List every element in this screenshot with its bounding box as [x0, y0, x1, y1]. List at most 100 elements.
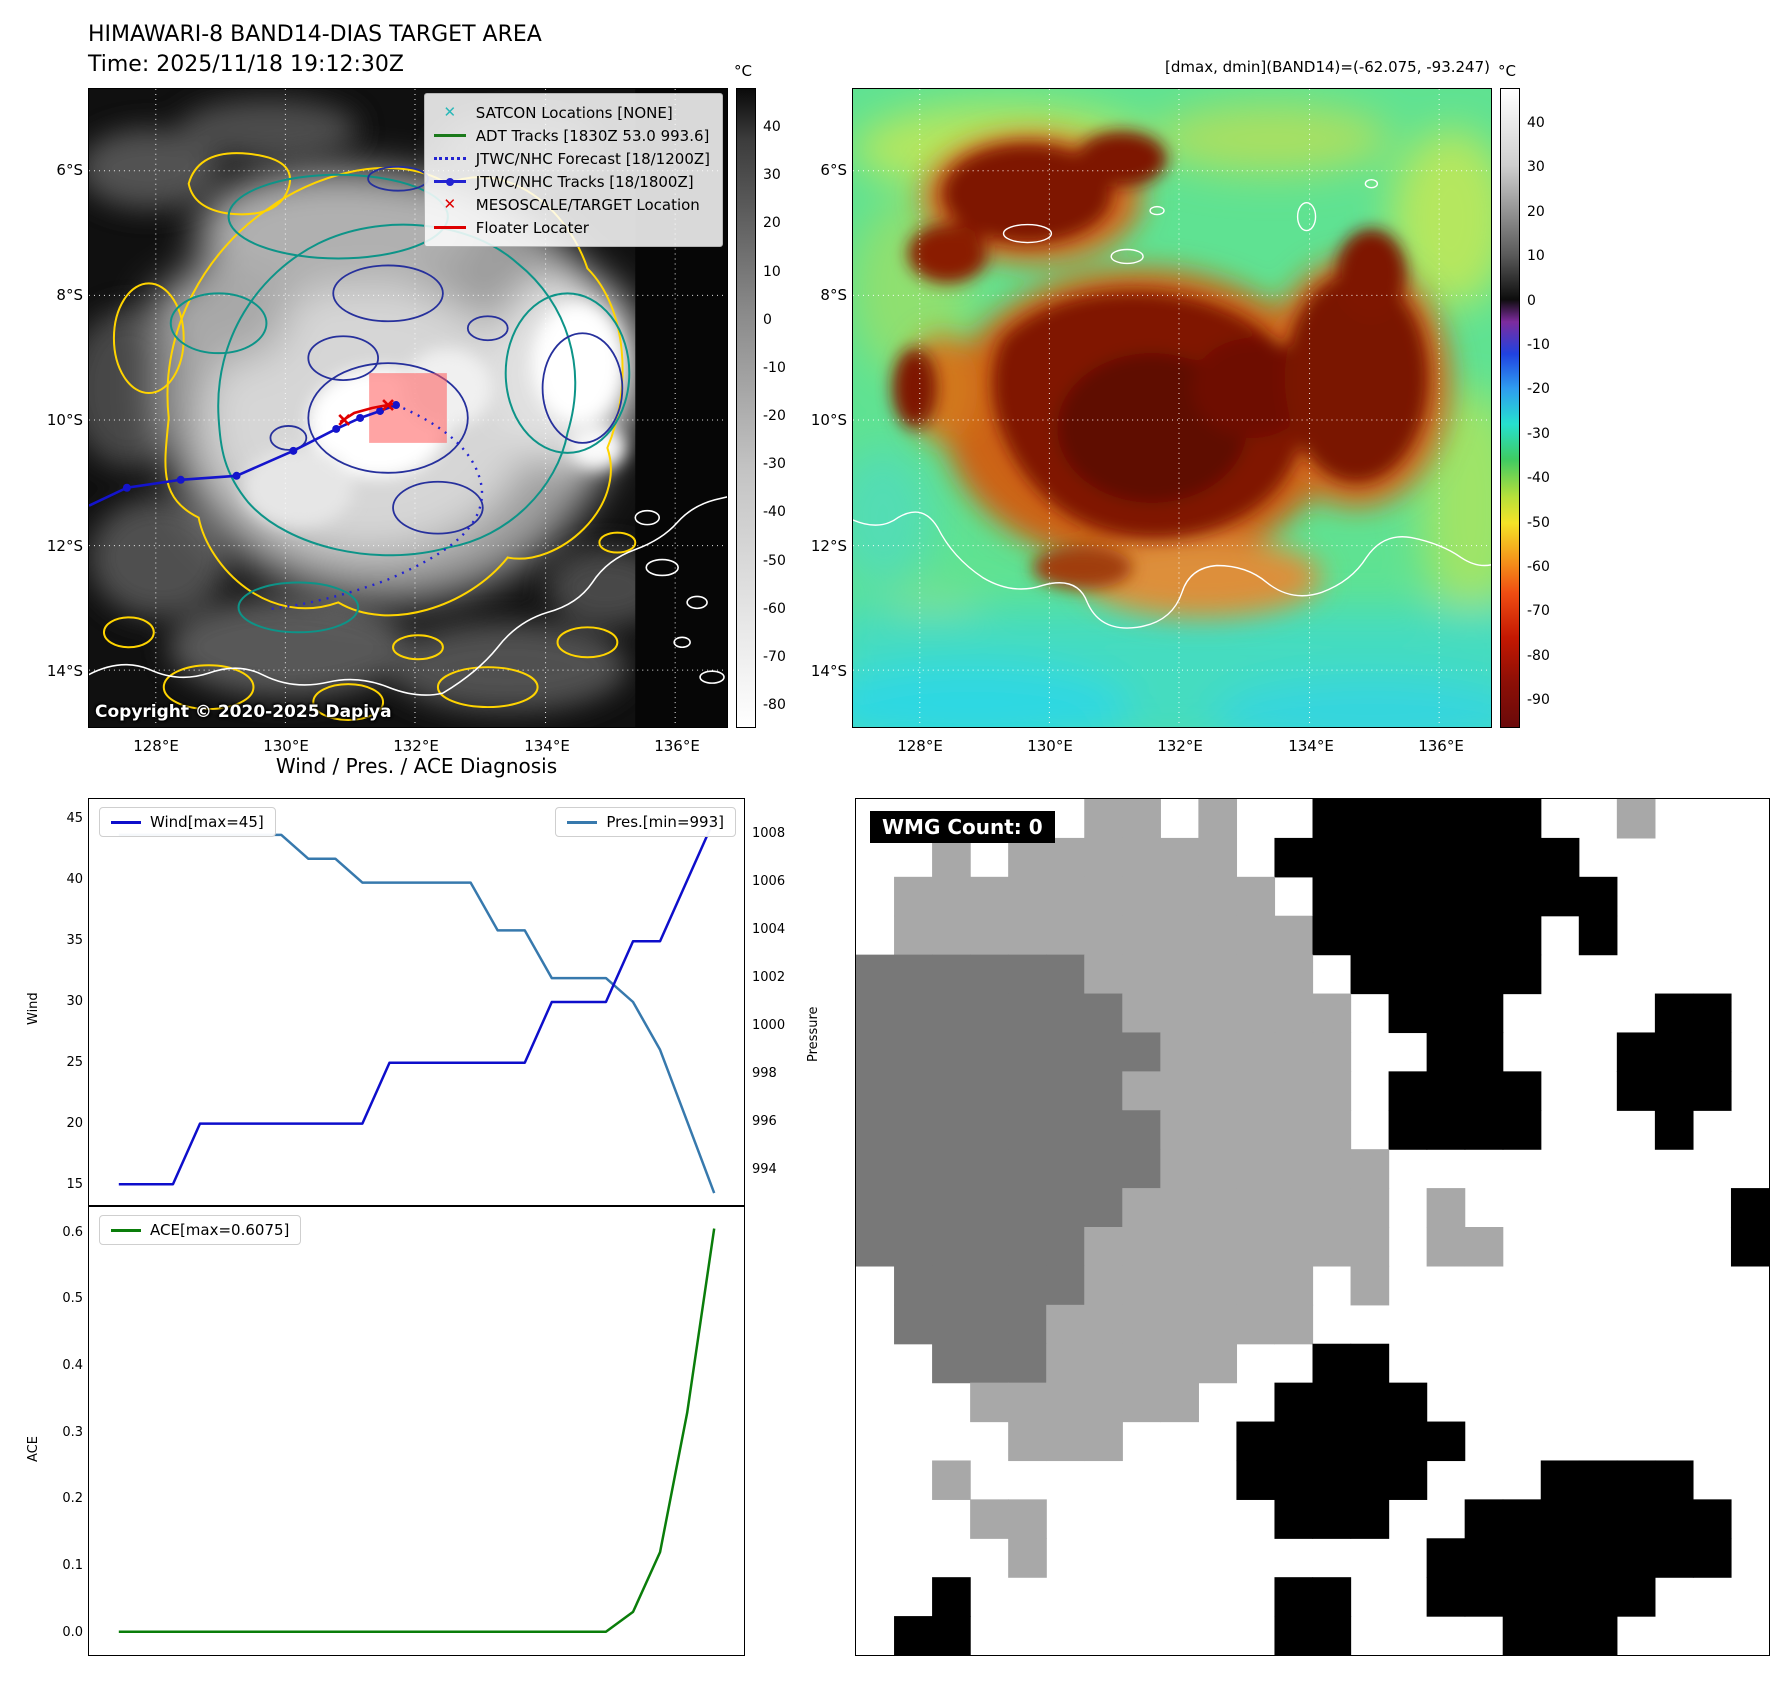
band14-map-panel: ✕ SATCON Locations [NONE] ADT Tracks [1830… [47, 88, 728, 755]
pres-tick-label: 998 [752, 1066, 777, 1081]
colorbar-tick-label: -60 [763, 600, 786, 617]
colorbar-tick-label: -60 [1527, 559, 1550, 575]
colorbar-tick-label: -70 [1527, 603, 1550, 620]
ace-chart: ACE[max=0.6075] 0.0 0.1 0.2 0.3 0.4 0.5 0.6 [62, 1206, 745, 1656]
wind-legend: Wind[max=45] [99, 807, 276, 837]
colorbar-tick-label: -10 [763, 359, 786, 376]
colorbar-tick-label: -80 [1527, 647, 1550, 664]
diagnosis-title: Wind / Pres. / ACE Diagnosis [275, 754, 558, 778]
lat-tick-label: 10°S [810, 411, 847, 429]
colorbar-tick-label: 30 [1527, 159, 1545, 176]
wind-tick-label: 25 [66, 1055, 83, 1071]
wind-line-icon [111, 820, 141, 824]
info-band14: [dmax, dmin](BAND14)=(-62.075, -93.247) [1165, 58, 1490, 76]
lon-tick-label: 128°E [897, 737, 943, 755]
band14-colorbar-unit: °C [734, 62, 752, 80]
band14-time: Time: 2025/11/18 19:12:30Z [88, 52, 404, 77]
colorbar-tick-label: 0 [763, 311, 772, 328]
forecast-track-line [266, 403, 483, 611]
colorbar-tick-label: -50 [763, 552, 786, 569]
pres-tick-label: 996 [752, 1114, 777, 1129]
colorbar-tick-label: -10 [1527, 337, 1550, 353]
awv-satellite-image [853, 89, 1491, 727]
legend-marker-icon: ✕ [443, 103, 457, 121]
lat-tick-label: 6°S [56, 161, 83, 179]
ace-legend-label: ACE[max=0.6075] [150, 1221, 290, 1239]
colorbar-tick-label: 40 [1527, 115, 1545, 131]
awv-map-panel: 6°S 8°S 10°S 12°S 14°S 128°E 130°E 132°E 134°E 13… [811, 88, 1492, 755]
wind-tick-label: 45 [66, 810, 83, 826]
wind-pressure-chart: Wind[max=45] Pres.[min=993] 15 20 25 30 35 40… [66, 798, 785, 1206]
legend-label: JTWC/NHC Forecast [18/1200Z] [475, 149, 710, 168]
pres-tick-label: 1002 [752, 970, 786, 985]
wind-pressure-plot [118, 819, 716, 1194]
pres-line-icon [567, 820, 598, 824]
colorbar-tick-label: -30 [763, 456, 786, 473]
colorbar-tick-label: 30 [763, 167, 781, 184]
ace-tick-label: 0.2 [62, 1491, 83, 1507]
pres-tick-label: 1000 [752, 1018, 786, 1033]
ace-tick-label: 0.4 [62, 1358, 83, 1373]
pres-tick-label: 1006 [752, 874, 786, 889]
ace-tick-label: 0.6 [62, 1224, 83, 1240]
legend-marker-icon: ✕ [443, 195, 457, 213]
wind-axis-label: Wind [26, 992, 41, 1025]
colorbar-tick-label: 20 [763, 215, 781, 232]
legend-item: ADT Tracks [1830Z 53.0 993.6] [433, 124, 710, 147]
pres-legend-label: Pres.[min=993] [606, 813, 724, 831]
colorbar-tick-label: -80 [763, 697, 786, 713]
band14-colorbar: 40 30 20 10 0 -10 -20 -30 -40 -50 -60 -70 -80 [736, 88, 786, 728]
legend-label: SATCON Locations [NONE] [475, 103, 673, 122]
ace-line-icon [111, 1228, 141, 1232]
wind-tick-label: 40 [66, 871, 83, 887]
colorbar-tick-label: 40 [763, 119, 781, 135]
legend-item: JTWC/NHC Forecast [18/1200Z] [433, 147, 710, 170]
legend-item: Floater Locater [433, 216, 710, 239]
pres-legend: Pres.[min=993] [555, 807, 736, 837]
pres-tick-label: 994 [752, 1162, 777, 1177]
ace-legend: ACE[max=0.6075] [99, 1215, 302, 1245]
grid-lines [853, 89, 1491, 727]
legend-label: JTWC/NHC Tracks [18/1800Z] [475, 172, 694, 191]
lat-tick-label: 6°S [820, 161, 847, 179]
lat-tick-label: 8°S [820, 286, 847, 304]
lat-tick-label: 12°S [810, 537, 847, 555]
awv-colorbar: 40 30 20 10 0 -10 -20 -30 -40 -50 -60 -70 -80 -90 [1500, 88, 1550, 728]
lat-tick-label: 10°S [46, 411, 83, 429]
legend-label: Floater Locater [475, 218, 589, 237]
ace-tick-label: 0.5 [62, 1291, 83, 1307]
wind-tick-label: 15 [66, 1177, 83, 1193]
colorbar-tick-label: -40 [1527, 470, 1550, 487]
colorbar-tick-label: -30 [1527, 425, 1550, 442]
colorbar-tick-label: -20 [1527, 381, 1550, 398]
legend-marker-icon [433, 177, 467, 186]
wmg-count-label: WMG Count: 0 [870, 811, 1055, 843]
wind-tick-label: 30 [66, 994, 83, 1009]
pressure-axis-label: Pressure [806, 1006, 821, 1062]
floater-track-line [338, 399, 394, 426]
colorbar-tick-label: -20 [763, 408, 786, 424]
copyright-text: Copyright © 2020-2025 Dapiya [95, 702, 392, 722]
ace-tick-label: 0.1 [62, 1558, 83, 1573]
lon-tick-label: 130°E [1027, 737, 1073, 755]
lat-tick-label: 14°S [46, 662, 83, 680]
ace-tick-label: 0.0 [62, 1624, 83, 1640]
lon-tick-label: 136°E [1418, 737, 1464, 755]
lon-tick-label: 134°E [1288, 737, 1334, 755]
ace-axis-label: ACE [26, 1436, 41, 1462]
legend-label: MESOSCALE/TARGET Location [475, 195, 700, 214]
lon-tick-label: 136°E [654, 737, 700, 755]
ace-tick-label: 0.3 [62, 1424, 83, 1440]
colorbar-tick-label: 0 [1527, 292, 1536, 309]
wind-legend-label: Wind[max=45] [150, 813, 264, 831]
colorbar-tick-label: 10 [1527, 248, 1545, 265]
pres-tick-label: 1004 [752, 922, 786, 937]
legend-item: ✕ SATCON Locations [NONE] [433, 101, 710, 124]
wind-tick-label: 20 [66, 1116, 83, 1132]
wmg-panel: WMG Count: 0 [855, 798, 1770, 1656]
legend-label: ADT Tracks [1830Z 53.0 993.6] [475, 126, 710, 145]
pres-tick-label: 1008 [752, 826, 786, 841]
band14-legend: ✕ SATCON Locations [NONE] ADT Tracks [1830… [423, 93, 723, 247]
lon-tick-label: 132°E [393, 737, 439, 755]
